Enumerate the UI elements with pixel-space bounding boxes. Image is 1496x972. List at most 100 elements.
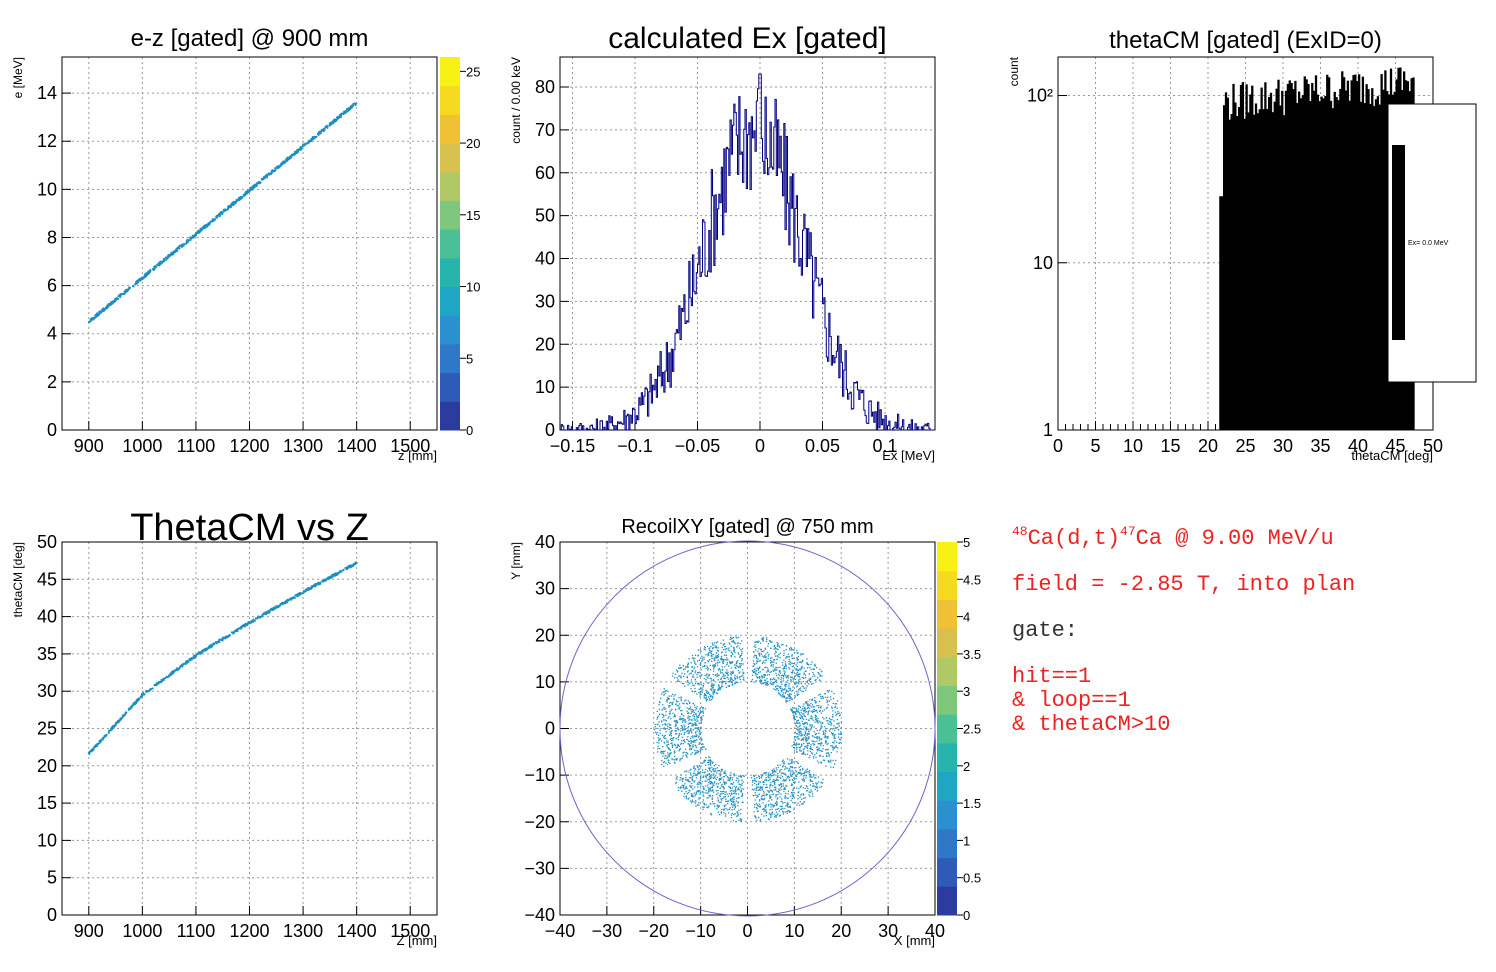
y-tick-label: 10	[37, 179, 57, 199]
recoil-hit	[802, 659, 804, 662]
recoil-hit	[782, 667, 784, 670]
recoil-hit	[753, 803, 756, 806]
recoil-hit	[737, 666, 739, 668]
recoil-hit	[700, 765, 702, 767]
recoil-hit	[716, 767, 719, 769]
recoil-hit	[695, 724, 698, 726]
recoil-hit	[825, 765, 827, 767]
recoil-hit	[664, 690, 667, 692]
recoil-hit	[706, 761, 709, 764]
recoil-hit	[809, 729, 812, 731]
data-point	[231, 631, 235, 634]
data-point	[279, 602, 282, 606]
recoil-hit	[820, 722, 822, 724]
data-point	[192, 657, 195, 660]
recoil-hit	[759, 800, 761, 802]
recoil-hit	[762, 636, 764, 638]
recoil-hit	[826, 735, 828, 738]
recoil-hit	[704, 664, 706, 667]
histogram-bar	[1322, 98, 1325, 430]
recoil-hit	[806, 733, 809, 735]
recoil-hit	[802, 709, 804, 712]
recoil-hit	[806, 685, 808, 687]
data-point	[202, 225, 206, 229]
recoil-hit	[776, 790, 778, 793]
recoil-hit	[823, 732, 825, 734]
recoil-hit	[737, 788, 740, 790]
recoil-hit	[722, 674, 724, 676]
recoil-hit	[799, 796, 801, 798]
data-point	[94, 314, 97, 317]
recoil-hit	[812, 682, 814, 685]
recoil-hit	[769, 787, 771, 789]
recoil-hit	[719, 777, 721, 779]
recoil-hit	[688, 732, 690, 734]
recoil-hit	[729, 662, 731, 664]
recoil-hit	[712, 803, 714, 805]
recoil-hit	[707, 779, 709, 781]
recoil-hit	[695, 745, 697, 747]
recoil-hit	[809, 745, 812, 748]
recoil-hit	[780, 787, 782, 789]
recoil-hit	[804, 702, 807, 704]
recoil-hit	[708, 675, 710, 677]
recoil-hit	[733, 813, 735, 816]
data-point	[336, 116, 339, 120]
recoil-hit	[741, 784, 743, 786]
recoil-hit	[832, 697, 835, 700]
recoil-hit	[774, 659, 776, 661]
data-point	[287, 158, 290, 161]
recoil-hit	[728, 808, 730, 810]
x-axis-label: Ex [MeV]	[882, 448, 935, 463]
x-tick-label: 0	[1053, 436, 1063, 456]
recoil-hit	[687, 735, 689, 738]
recoil-hit	[831, 732, 833, 734]
recoil-hit	[766, 684, 768, 686]
data-point	[151, 267, 155, 271]
recoil-hit	[687, 700, 690, 702]
recoil-hit	[704, 662, 706, 664]
recoil-hit	[806, 786, 808, 788]
recoil-hit	[694, 679, 696, 681]
recoil-hit	[782, 674, 785, 677]
recoil-hit	[815, 710, 817, 712]
recoil-hit	[730, 787, 732, 790]
recoil-hit	[684, 788, 686, 790]
recoil-hit	[774, 802, 776, 804]
recoil-hit	[808, 773, 810, 775]
recoil-hit	[830, 698, 832, 701]
recoil-hit	[712, 773, 715, 775]
recoil-hit	[701, 771, 704, 774]
recoil-hit	[795, 724, 797, 727]
recoil-hit	[756, 795, 759, 797]
recoil-hit	[708, 773, 710, 776]
recoil-hit	[715, 770, 717, 772]
recoil-hit	[712, 761, 714, 763]
recoil-hit	[762, 781, 764, 783]
recoil-hit	[751, 779, 754, 782]
recoil-hit	[686, 710, 688, 712]
recoil-hit	[771, 813, 773, 815]
colorbar-band	[937, 599, 957, 629]
recoil-hit	[712, 777, 714, 779]
recoil-hit	[737, 802, 739, 804]
recoil-hit	[692, 772, 694, 774]
recoil-hit	[755, 662, 758, 665]
recoil-hit	[710, 652, 713, 655]
recoil-hit	[694, 786, 696, 788]
recoil-hit	[719, 781, 721, 784]
recoil-hit	[758, 777, 761, 780]
recoil-hit	[773, 816, 776, 818]
recoil-hit	[731, 777, 734, 779]
recoil-hit	[782, 643, 784, 646]
recoil-hit	[687, 715, 689, 717]
recoil-hit	[731, 812, 733, 815]
recoil-hit	[769, 640, 772, 642]
recoil-hit	[675, 703, 677, 706]
recoil-hit	[765, 804, 767, 806]
recoil-hit	[808, 679, 810, 682]
recoil-hit	[691, 735, 693, 738]
recoil-hit	[685, 797, 688, 800]
recoil-hit	[776, 800, 778, 803]
recoil-hit	[710, 760, 712, 762]
